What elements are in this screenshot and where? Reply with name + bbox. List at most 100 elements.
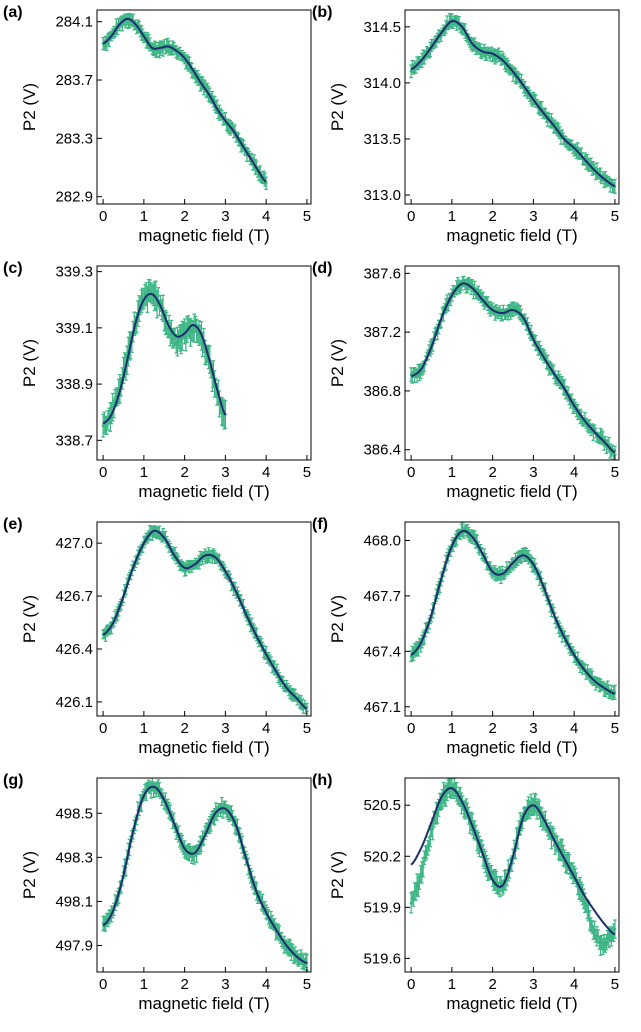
y-axis-title: P2 (V) xyxy=(328,83,347,131)
y-tick-label: 498.3 xyxy=(55,849,93,866)
y-tick-label: 426.1 xyxy=(55,694,93,711)
chart-panel-a: 0 1 2 3 4 5 282.9 283.3 283.7 284.1 magnetic field… xyxy=(3,4,312,245)
measurement-series xyxy=(101,778,309,972)
y-tick-label: 467.4 xyxy=(363,643,401,660)
x-tick-label: 3 xyxy=(221,464,229,481)
x-tick-label: 0 xyxy=(99,208,107,225)
x-tick-label: 0 xyxy=(407,720,415,737)
plot-frame xyxy=(404,265,620,461)
panel-label: (a) xyxy=(3,4,23,21)
x-axis-title: magnetic field (T) xyxy=(446,738,577,757)
fit-line xyxy=(102,292,227,425)
y-tick-label: 386.4 xyxy=(363,442,401,459)
y-tick-label: 314.5 xyxy=(363,19,401,36)
y-tick-label: 427.0 xyxy=(55,535,93,552)
fit-line xyxy=(410,529,616,695)
x-tick-label: 2 xyxy=(488,208,496,225)
y-tick-label: 498.5 xyxy=(55,805,93,822)
x-tick-label: 4 xyxy=(570,208,578,225)
x-tick-label: 4 xyxy=(570,720,578,737)
y-tick-label: 387.6 xyxy=(363,265,401,282)
measurement-series xyxy=(101,525,309,715)
y-axis-title: P2 (V) xyxy=(328,595,347,643)
y-tick-label: 387.2 xyxy=(363,324,401,341)
x-tick-label: 2 xyxy=(180,976,188,993)
x-tick-label: 5 xyxy=(303,208,311,225)
x-tick-label: 5 xyxy=(611,464,619,481)
y-tick-label: 498.1 xyxy=(55,893,93,910)
x-tick-label: 3 xyxy=(529,208,537,225)
chart-panel-c: 0 1 2 3 4 5 338.7 338.9 339.1 339.3 magnetic field… xyxy=(3,260,312,501)
y-axis-title: P2 (V) xyxy=(328,339,347,387)
x-tick-label: 5 xyxy=(611,208,619,225)
y-tick-label: 339.3 xyxy=(55,264,93,281)
x-tick-label: 3 xyxy=(529,720,537,737)
chart-panel-b: 0 1 2 3 4 5 313.0 313.5 314.0 314.5 magnetic field… xyxy=(312,4,620,245)
chart-panel-g: 0 1 2 3 4 5 497.9 498.1 498.3 498.5 magnetic field… xyxy=(3,772,312,1013)
x-tick-label: 1 xyxy=(448,464,456,481)
x-tick-label: 5 xyxy=(303,720,311,737)
data-point xyxy=(156,295,160,299)
x-tick-label: 5 xyxy=(303,976,311,993)
y-tick-label: 426.7 xyxy=(55,588,93,605)
plot-frame xyxy=(96,777,312,973)
y-tick-label: 468.0 xyxy=(363,532,401,549)
x-tick-label: 4 xyxy=(570,464,578,481)
y-axis-title: P2 (V) xyxy=(20,83,39,131)
y-tick-label: 314.0 xyxy=(363,75,401,92)
panel-label: (g) xyxy=(3,772,23,789)
x-tick-label: 4 xyxy=(262,464,270,481)
fit-line xyxy=(410,20,616,187)
panel-label: (c) xyxy=(3,260,23,277)
measurement-series xyxy=(409,522,617,701)
plot-frame xyxy=(96,9,312,205)
measurement-series xyxy=(101,278,228,438)
data-point xyxy=(421,865,425,869)
y-axis-title: P2 (V) xyxy=(20,339,39,387)
x-tick-label: 4 xyxy=(262,976,270,993)
y-axis-title: P2 (V) xyxy=(20,595,39,643)
x-tick-label: 1 xyxy=(140,720,148,737)
x-tick-label: 3 xyxy=(221,976,229,993)
y-axis-title: P2 (V) xyxy=(20,851,39,899)
x-tick-label: 4 xyxy=(262,720,270,737)
x-tick-label: 2 xyxy=(180,720,188,737)
y-tick-label: 284.1 xyxy=(55,14,93,31)
x-tick-label: 1 xyxy=(140,464,148,481)
x-tick-label: 0 xyxy=(99,464,107,481)
data-point xyxy=(431,827,435,831)
fit-line xyxy=(410,282,616,454)
y-tick-label: 467.7 xyxy=(363,588,401,605)
chart-panel-d: 0 1 2 3 4 5 386.4 386.8 387.2 387.6 magnetic field… xyxy=(312,260,620,501)
fit-line xyxy=(102,17,267,183)
x-tick-label: 1 xyxy=(140,208,148,225)
measurement-series xyxy=(409,275,617,460)
chart-panel-e: 0 1 2 3 4 5 426.1 426.4 426.7 427.0 magnetic field… xyxy=(3,516,312,757)
x-axis-title: magnetic field (T) xyxy=(446,226,577,245)
x-tick-label: 4 xyxy=(262,208,270,225)
panel-label: (f) xyxy=(312,516,328,533)
x-tick-label: 2 xyxy=(180,208,188,225)
y-tick-label: 283.3 xyxy=(55,130,93,147)
y-tick-label: 283.7 xyxy=(55,72,93,89)
measurement-series xyxy=(409,12,617,194)
x-axis-title: magnetic field (T) xyxy=(446,482,577,501)
plot-frame xyxy=(404,521,620,717)
x-tick-label: 0 xyxy=(407,464,415,481)
y-tick-label: 426.4 xyxy=(55,641,93,658)
x-tick-label: 1 xyxy=(448,720,456,737)
y-tick-label: 338.7 xyxy=(55,432,93,449)
x-axis-title: magnetic field (T) xyxy=(138,994,269,1013)
x-tick-label: 2 xyxy=(180,464,188,481)
y-tick-label: 467.1 xyxy=(363,699,401,716)
x-axis-title: magnetic field (T) xyxy=(138,738,269,757)
x-tick-label: 0 xyxy=(99,720,107,737)
y-tick-label: 338.9 xyxy=(55,376,93,393)
x-tick-label: 3 xyxy=(529,464,537,481)
measurement-series xyxy=(101,12,268,191)
y-tick-label: 282.9 xyxy=(55,189,93,206)
panel-label: (b) xyxy=(312,4,332,21)
x-tick-label: 1 xyxy=(140,976,148,993)
